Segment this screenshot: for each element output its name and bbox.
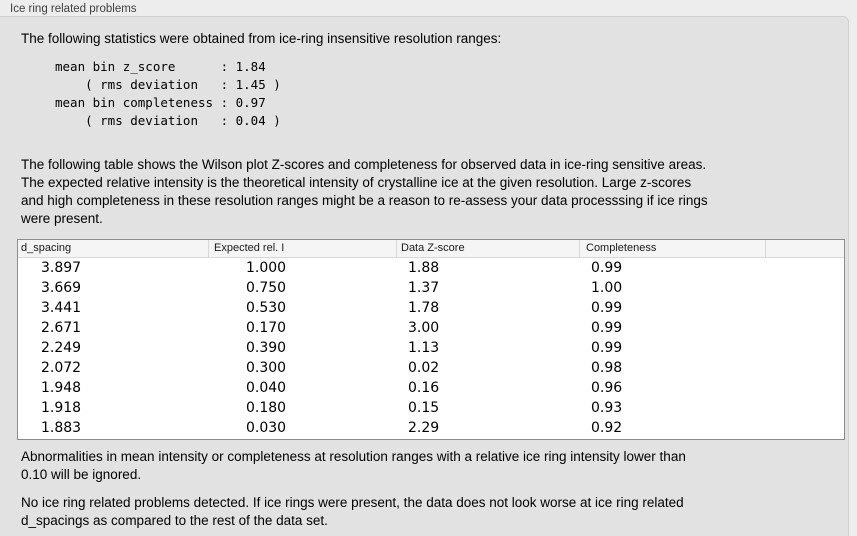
column-header-data-z-score[interactable]: Data Z-score: [396, 240, 579, 257]
table-cell: 0.16: [408, 380, 440, 396]
column-header-d-spacing[interactable]: d_spacing: [21, 242, 72, 254]
table-cell: 0.530: [246, 300, 287, 316]
table-cell: 0.300: [246, 360, 287, 376]
table-cell: 0.99: [591, 260, 623, 276]
column-header-filler: [765, 240, 844, 257]
table-row[interactable]: 3.669 0.750 1.37 1.00: [18, 278, 844, 298]
table-cell: [765, 398, 844, 418]
table-cell: [765, 298, 844, 318]
table-cell: 2.29: [408, 420, 440, 436]
table-cell: 0.98: [591, 360, 623, 376]
table-cell: [765, 278, 844, 298]
table-row[interactable]: 2.249 0.390 1.13 0.99: [18, 338, 844, 358]
table-row[interactable]: 1.948 0.040 0.16 0.96: [18, 378, 844, 398]
table-cell: [765, 258, 844, 278]
table-row[interactable]: 3.897 1.000 1.88 0.99: [18, 258, 844, 278]
table-cell: 1.13: [408, 340, 440, 356]
column-header-completeness[interactable]: Completeness: [579, 240, 765, 257]
table-cell: [765, 318, 844, 338]
table-cell: 0.170: [246, 320, 287, 336]
table-cell: 0.15: [408, 400, 440, 416]
ignore-note-text: Abnormalities in mean intensity or compl…: [21, 449, 686, 482]
table-cell: 1.88: [408, 260, 440, 276]
table-cell: 1.37: [408, 280, 440, 296]
table-cell: [765, 378, 844, 398]
table-header-row: d_spacing Expected rel. I Data Z-score C…: [18, 240, 844, 258]
table-cell: [765, 358, 844, 378]
table-cell: 0.02: [408, 360, 440, 376]
table-cell: 0.030: [246, 420, 287, 436]
table-body: 3.897 1.000 1.88 0.99 3.669 0.750 1.37 1.00 3.44…: [18, 258, 844, 438]
table-row[interactable]: 2.072 0.300 0.02 0.98: [18, 358, 844, 378]
table-cell: 0.93: [591, 400, 623, 416]
table-cell: 1.00: [591, 280, 623, 296]
table-cell: 3.00: [408, 320, 440, 336]
stats-block: mean bin z_score : 1.84 ( rms deviation …: [55, 59, 281, 128]
table-cell: 1.948: [41, 380, 82, 396]
panel-title: Ice ring related problems: [10, 3, 137, 15]
table-row[interactable]: 2.671 0.170 3.00 0.99: [18, 318, 844, 338]
table-cell: 2.249: [41, 340, 82, 356]
table-cell: 1.000: [246, 260, 287, 276]
table-cell: 1.78: [408, 300, 440, 316]
table-cell: 0.92: [591, 420, 623, 436]
table-cell: 0.750: [246, 280, 287, 296]
table-row[interactable]: 1.883 0.030 2.29 0.92: [18, 418, 844, 438]
intro-text: The following statistics were obtained f…: [21, 31, 502, 46]
table-cell: 3.669: [41, 280, 82, 296]
table-cell: 0.99: [591, 320, 623, 336]
table-cell: 0.99: [591, 340, 623, 356]
table-row[interactable]: 3.441 0.530 1.78 0.99: [18, 298, 844, 318]
table-cell: 0.96: [591, 380, 623, 396]
table-cell: 0.99: [591, 300, 623, 316]
table-cell: 2.072: [41, 360, 82, 376]
table-cell: 1.883: [41, 420, 82, 436]
table-row[interactable]: 1.918 0.180 0.15 0.93: [18, 398, 844, 418]
table-cell: 3.441: [41, 300, 82, 316]
table-cell: [765, 418, 844, 438]
table-cell: 3.897: [41, 260, 82, 276]
table-cell: 1.918: [41, 400, 82, 416]
table-cell: 2.671: [41, 320, 82, 336]
table-cell: [765, 338, 844, 358]
table-cell: 0.040: [246, 380, 287, 396]
ice-ring-table: d_spacing Expected rel. I Data Z-score C…: [17, 239, 845, 440]
table-cell: 0.390: [246, 340, 287, 356]
column-header-expected-rel-i[interactable]: Expected rel. I: [208, 240, 396, 257]
table-cell: 0.180: [246, 400, 287, 416]
conclusion-text: No ice ring related problems detected. I…: [21, 495, 684, 528]
description-text: The following table shows the Wilson plo…: [21, 157, 708, 226]
